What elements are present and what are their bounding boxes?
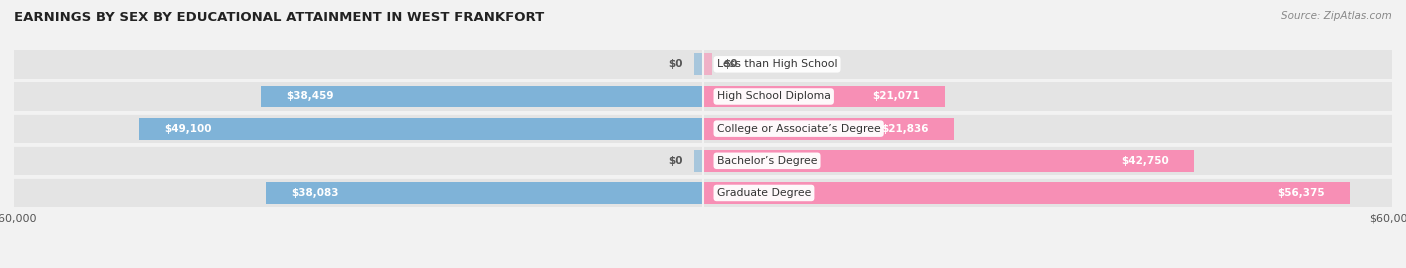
Text: $21,071: $21,071 xyxy=(872,91,920,102)
Bar xyxy=(693,53,703,75)
Bar xyxy=(703,50,1392,79)
Text: High School Diploma: High School Diploma xyxy=(717,91,831,102)
Text: $38,459: $38,459 xyxy=(287,91,335,102)
Text: EARNINGS BY SEX BY EDUCATIONAL ATTAINMENT IN WEST FRANKFORT: EARNINGS BY SEX BY EDUCATIONAL ATTAINMEN… xyxy=(14,11,544,24)
Bar xyxy=(693,150,703,172)
Legend: Male, Female: Male, Female xyxy=(638,264,768,268)
Text: College or Associate’s Degree: College or Associate’s Degree xyxy=(717,124,880,134)
Text: Less than High School: Less than High School xyxy=(717,59,838,69)
Text: $42,750: $42,750 xyxy=(1121,156,1168,166)
Bar xyxy=(703,114,1392,143)
Text: $49,100: $49,100 xyxy=(165,124,212,134)
Bar xyxy=(703,146,1392,175)
Bar xyxy=(703,85,945,107)
Text: $0: $0 xyxy=(668,59,682,69)
Bar xyxy=(703,118,953,140)
Text: $56,375: $56,375 xyxy=(1278,188,1324,198)
Bar xyxy=(14,178,703,207)
Text: $38,083: $38,083 xyxy=(291,188,339,198)
Bar xyxy=(703,53,713,75)
Bar xyxy=(14,146,703,175)
Text: $0: $0 xyxy=(668,156,682,166)
Bar xyxy=(14,82,703,111)
Bar xyxy=(703,150,1194,172)
Text: Source: ZipAtlas.com: Source: ZipAtlas.com xyxy=(1281,11,1392,21)
Text: $21,836: $21,836 xyxy=(882,124,928,134)
Text: Bachelor’s Degree: Bachelor’s Degree xyxy=(717,156,817,166)
Bar xyxy=(703,182,1350,204)
Bar xyxy=(139,118,703,140)
Bar xyxy=(262,85,703,107)
Text: $0: $0 xyxy=(724,59,738,69)
Text: Graduate Degree: Graduate Degree xyxy=(717,188,811,198)
Bar xyxy=(703,178,1392,207)
Bar xyxy=(14,114,703,143)
Bar xyxy=(266,182,703,204)
Bar xyxy=(14,50,703,79)
Bar xyxy=(703,82,1392,111)
